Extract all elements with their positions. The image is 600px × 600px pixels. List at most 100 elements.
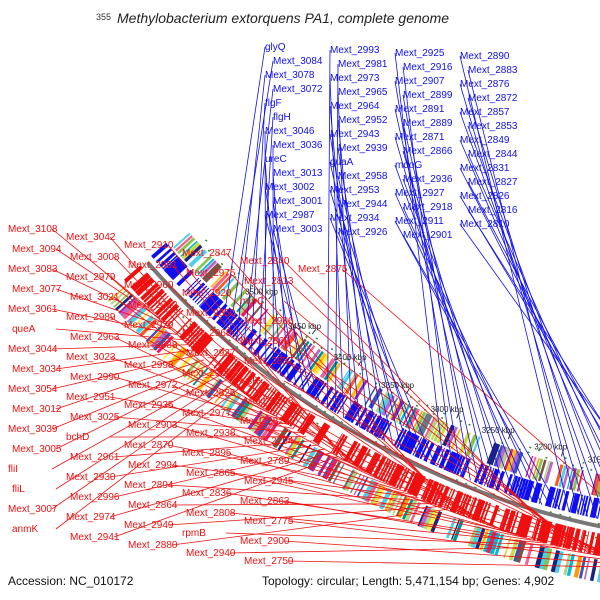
- leader-line: [55, 359, 205, 410]
- gc-mark: [282, 382, 286, 386]
- gene-label: Mext_2866: [403, 146, 453, 157]
- reverse-gene-mark: [382, 460, 395, 482]
- gene-label: Mext_3044: [8, 344, 58, 355]
- leader-line: [55, 288, 172, 330]
- gc-mark: [279, 309, 282, 312]
- leader-line: [229, 352, 489, 526]
- leader-line: [109, 316, 269, 412]
- gc-mark: [244, 278, 247, 281]
- leader-line: [287, 320, 590, 555]
- leader-line: [272, 200, 305, 393]
- reverse-gene-mark: [149, 292, 167, 310]
- forward-gene-mark: [162, 254, 179, 270]
- gene-label: Mext_2940: [186, 548, 236, 559]
- gc-mark: [545, 456, 548, 459]
- forward-gene-mark: [530, 482, 540, 503]
- gene-label: ureC: [265, 154, 287, 165]
- gene-label: Mext_2894: [124, 480, 174, 491]
- gene-label: Mext_2926: [338, 227, 388, 238]
- cog-segment: [309, 350, 324, 371]
- cog-segment: [188, 249, 208, 268]
- leader-line: [459, 195, 600, 429]
- reverse-gene-mark: [164, 307, 182, 325]
- gene-label: Mext_3054: [8, 384, 58, 395]
- leader-line: [283, 540, 600, 563]
- reverse-gene-mark: [232, 366, 250, 387]
- gene-label: Mext_2943: [330, 129, 380, 140]
- gene-label: Mext_3023: [66, 352, 116, 363]
- forward-gene-mark: [279, 358, 293, 376]
- reverse-gene-mark: [208, 347, 225, 366]
- reverse-gene-mark: [445, 489, 456, 510]
- gc-mark: [251, 284, 254, 288]
- leader-line: [229, 312, 475, 521]
- forward-gene-mark: [166, 259, 184, 276]
- gene-label: fliI: [8, 464, 18, 475]
- leader-line: [113, 296, 263, 408]
- gene-label: Mext_3083: [8, 264, 58, 275]
- forward-gene-mark: [436, 447, 446, 467]
- leader-line: [113, 336, 276, 417]
- reverse-gene-mark: [140, 282, 159, 301]
- forward-gene-mark: [330, 392, 344, 412]
- reverse-gene-mark: [471, 498, 481, 520]
- gene-label: Mext_2963: [70, 332, 120, 343]
- forward-gene-mark: [561, 490, 570, 511]
- forward-gene-mark: [459, 457, 469, 477]
- tick-mark: [311, 329, 317, 335]
- forward-gene-mark: [201, 294, 218, 311]
- reverse-gene-mark: [388, 464, 403, 486]
- leader-line: [171, 304, 365, 472]
- cog-segment: [589, 558, 598, 582]
- cog-segment: [184, 244, 203, 263]
- reverse-gene-mark: [245, 376, 261, 396]
- forward-gene-mark: [455, 456, 466, 476]
- gene-label: Mext_2938: [186, 428, 236, 439]
- gene-label: Mext_2837: [244, 356, 294, 367]
- reverse-gene-mark: [297, 412, 311, 432]
- backbone-circle: [146, 261, 600, 529]
- cog-segment: [537, 459, 547, 482]
- gene-label: guaA: [330, 157, 354, 168]
- forward-gene-mark: [525, 480, 535, 501]
- reverse-gene-mark: [286, 405, 301, 426]
- gc-mark: [217, 252, 221, 256]
- reverse-gene-mark: [175, 317, 192, 335]
- leader-line: [459, 223, 600, 421]
- cog-segment: [591, 473, 600, 496]
- forward-gene-mark: [207, 299, 224, 317]
- leader-line: [394, 220, 552, 508]
- reverse-gene-mark: [179, 321, 197, 339]
- leader-line: [109, 276, 257, 403]
- leader-line: [264, 158, 282, 376]
- leader-line: [467, 153, 600, 451]
- gene-label: Mext_2870: [124, 440, 174, 451]
- tick-label: 3450 kbp: [288, 322, 321, 331]
- reverse-gene-mark: [532, 518, 542, 541]
- cog-segment: [572, 468, 581, 491]
- gene-label: Mext_2895: [182, 448, 232, 459]
- cog-segment: [402, 405, 414, 427]
- gc-mark: [308, 331, 311, 335]
- gene-label: rpmB: [182, 528, 206, 539]
- forward-gene-mark: [217, 309, 234, 327]
- leader-line: [171, 509, 447, 546]
- gene-label: Mext_2883: [468, 65, 518, 76]
- leader-line: [51, 344, 188, 350]
- cog-segment: [115, 293, 134, 311]
- leader-line: [229, 432, 517, 536]
- cog-segment: [513, 539, 523, 562]
- leader-line: [225, 532, 553, 546]
- reverse-gene-mark: [283, 403, 299, 424]
- cog-segment: [524, 543, 534, 566]
- forward-gene-mark: [438, 448, 451, 469]
- reverse-gene-mark: [451, 491, 464, 514]
- cog-segment: [177, 237, 196, 255]
- reverse-gene-mark: [280, 401, 297, 422]
- forward-gene-mark: [192, 285, 208, 301]
- forward-gene-mark: [159, 251, 177, 268]
- gene-label: queA: [12, 324, 36, 335]
- gc-mark: [415, 404, 419, 407]
- cog-segment: [542, 460, 550, 483]
- cog-segment: [350, 377, 365, 398]
